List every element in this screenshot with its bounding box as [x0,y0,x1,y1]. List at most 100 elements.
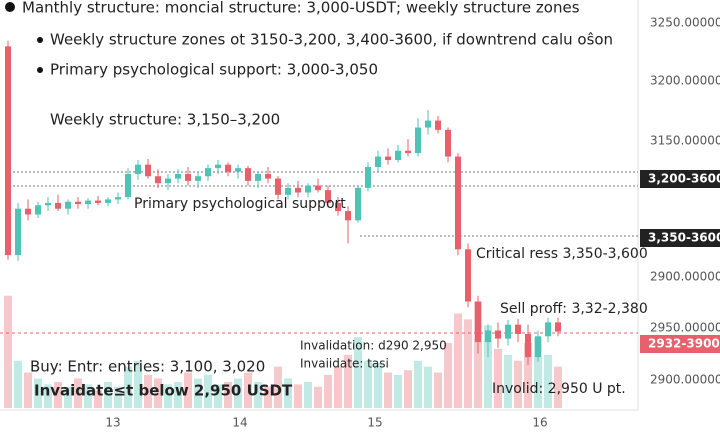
candle-body [75,201,81,205]
candle-body [435,120,441,130]
candle-body [555,322,561,332]
candle-body [5,46,11,256]
volume-bar [114,386,122,408]
candle-body [325,190,331,203]
candle-body [65,201,71,209]
price-label: 3150.00000 [650,134,720,148]
candle-body [25,208,31,215]
candle-body [45,202,51,206]
time-label: 16 [532,416,547,430]
volume-bar [304,382,312,408]
volume-bar [194,378,202,408]
candle-body [245,168,251,181]
bullet-text: Primary psychological support: 3,000-3,0… [50,61,378,79]
candle-body [495,330,501,339]
volume-bar [434,372,442,408]
annotation: Primary psychological support [134,196,346,212]
price-label: 2950.00000 [650,321,720,335]
volume-bar [144,374,152,408]
volume-bar [54,382,62,408]
candle-body [375,156,381,167]
candle-body [345,211,351,221]
volume-bar [24,372,32,408]
candle-body [15,208,21,256]
candle-body [505,324,511,339]
volume-bar [364,360,372,408]
candle-body [475,301,481,343]
volume-bar [384,372,392,408]
candle-body [535,336,541,358]
zone-lines [0,171,638,334]
candle-body [405,150,411,154]
volume-bars [4,295,562,408]
candle-body [355,187,361,221]
candle-body [145,164,151,177]
volume-bar [34,378,42,408]
candle-body [135,164,141,174]
annotation: Sell proff: 3,32-2,380 [500,301,648,317]
bullet [37,67,43,73]
candle-body [165,178,171,184]
volume-bar [464,319,472,408]
time-label: 15 [367,416,382,430]
candle-body [525,333,531,358]
volume-bar [514,360,522,408]
volume-bar [284,378,292,408]
annotation: Invalidation: d290 2,950 [300,339,447,353]
candle-body [365,166,371,188]
volume-bar [44,384,52,408]
volume-bar [454,313,462,408]
zone-tag: 3,200-3600 [648,172,720,186]
volume-bar [504,354,512,408]
annotation: Invaiidate: tasi [300,357,389,371]
volume-bar [224,382,232,408]
candle-body [155,176,161,184]
volume-bar [354,337,362,408]
volume-bar [164,384,172,408]
volume-bar [174,382,182,408]
volume-bar [94,390,102,408]
volume-bar [544,354,552,408]
candle-body [385,156,391,161]
candle-body [195,176,201,181]
bullet [37,37,43,43]
candle-body [275,178,281,195]
annotation: Buy: Entr: entries: 3,100, 3,020 [30,358,265,376]
candles [5,40,561,366]
annotation: Weekly structure: 3,150–3,200 [50,111,280,129]
candle-body [455,156,461,250]
candle-body [265,173,271,179]
bullet [5,2,15,12]
volume-bar [524,343,532,408]
volume-bar [334,366,342,408]
annotation: Critical ress 3,350-3,600 [476,246,648,262]
volume-bar [404,370,412,408]
volume-bar [424,366,432,408]
volume-bar [444,343,452,408]
volume-bar [494,348,502,408]
volume-bar [134,360,142,408]
candle-body [35,205,41,215]
candle-body [125,173,131,198]
volume-bar [264,386,272,408]
axis-labels: 3250.000003200.000003150.000003000.00002… [105,16,720,430]
candle-body [185,173,191,181]
volume-bar [484,325,492,408]
title: Manthly structure: moncial structure: 3,… [22,0,580,17]
candle-body [445,129,451,157]
volume-bar [314,386,322,408]
candle-body [545,322,551,337]
volume-bar [14,360,22,408]
volume-bar [554,366,562,408]
candle-body [85,200,91,205]
candle-body [295,187,301,193]
candle-body [515,324,521,334]
candle-body [205,168,211,177]
volume-bar [204,374,212,408]
price-label: 3250.00000 [650,16,720,30]
volume-bar [104,382,112,408]
volume-bar [184,372,192,408]
candle-body [315,185,321,191]
candle-body [175,173,181,179]
